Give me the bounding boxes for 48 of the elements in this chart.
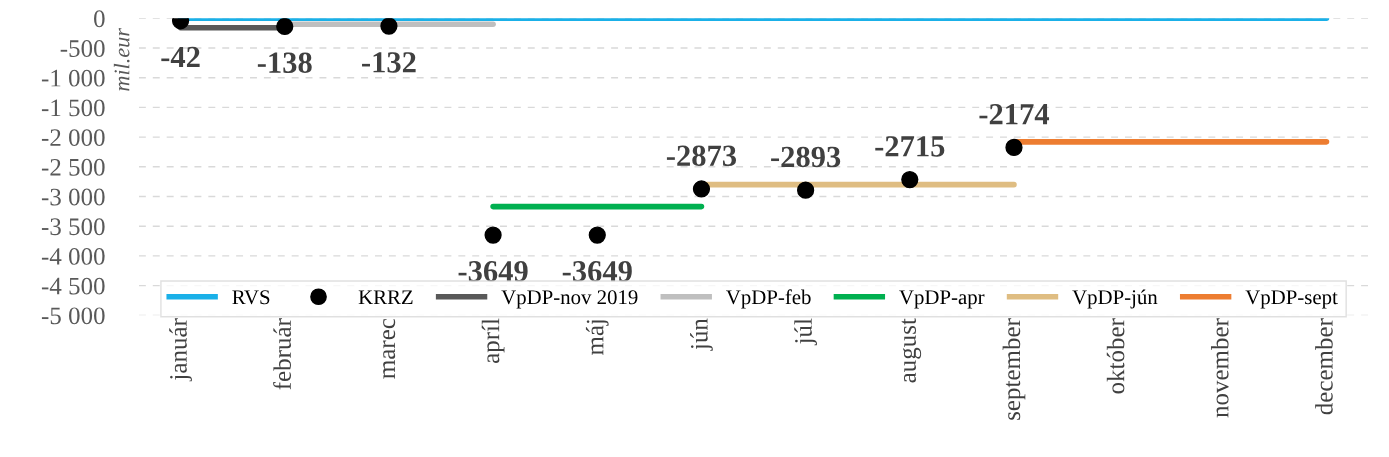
- y-tick-label: -3 000: [41, 188, 105, 206]
- y-tick-label: -1 000: [41, 69, 105, 87]
- point: [276, 18, 294, 36]
- x-tick-label: október: [1106, 318, 1125, 394]
- point: [901, 170, 919, 189]
- data-label: -2174: [979, 104, 1050, 125]
- legend-label: VpDP-nov 2019: [501, 290, 638, 309]
- legend-label: RVS: [232, 290, 270, 305]
- data-label: -42: [161, 46, 200, 68]
- legend-label: VpDP-jún: [1072, 289, 1158, 309]
- point: [692, 180, 711, 198]
- y-tick-label: -2 000: [41, 129, 105, 147]
- x-tick-label: január: [169, 318, 192, 382]
- data-label: -2893: [771, 146, 841, 168]
- point: [380, 18, 398, 35]
- data-label: -3649: [562, 261, 632, 282]
- x-tick-label: december: [1315, 318, 1333, 415]
- legend-label: VpDP-feb: [726, 289, 811, 309]
- y-tick-label: -3 500: [41, 218, 105, 236]
- y-tick-label: -4 000: [41, 247, 105, 265]
- x-tick-label: jún: [690, 318, 713, 351]
- x-tick-label: apríl: [481, 318, 505, 364]
- point: [1005, 138, 1023, 157]
- x-tick-label: marec: [383, 318, 396, 379]
- y-tick-label: -1 500: [41, 99, 105, 117]
- y-tick-label: -500: [60, 40, 105, 57]
- y-tick-label: -2 500: [41, 158, 105, 176]
- x-tick-label: február: [273, 318, 291, 390]
- data-label: -3649: [458, 261, 528, 282]
- x-tick-label: júl: [794, 318, 817, 346]
- y-axis-title: mil.eur: [113, 28, 130, 91]
- x-tick-label: máj: [585, 320, 609, 356]
- y-tick-label: 0: [94, 10, 105, 28]
- data-label: -138: [257, 52, 312, 74]
- point: [588, 226, 606, 244]
- x-tick-label: august: [901, 318, 922, 383]
- y-tick-label: -5 000: [41, 307, 105, 325]
- legend-label: KRRZ: [358, 290, 413, 305]
- legend-label: VpDP-apr: [899, 290, 985, 309]
- data-label: -2715: [875, 136, 945, 157]
- y-tick-label: -4 500: [41, 277, 105, 295]
- legend-label: VpDP-sept: [1245, 290, 1338, 309]
- x-tick-label: september: [1002, 318, 1026, 420]
- data-label: -2873: [666, 145, 737, 167]
- point: [797, 181, 815, 199]
- x-tick-label: november: [1210, 318, 1229, 418]
- data-label: -132: [362, 52, 416, 73]
- point: [484, 226, 502, 244]
